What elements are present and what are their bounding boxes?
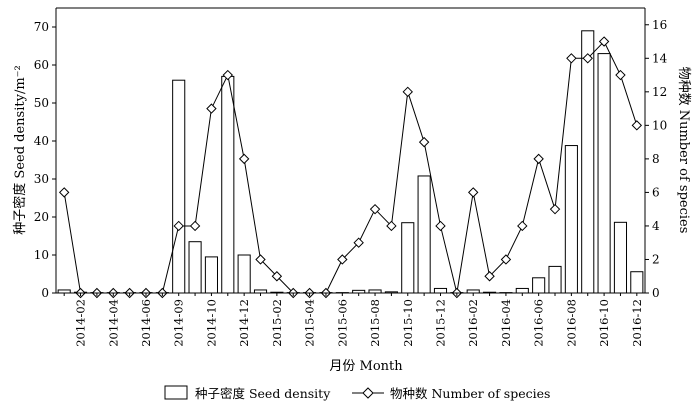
tick-labels: 0 10 20 30 40 50 60 70 0 2 4 6 8 10 12 14 16 2014-02 2014-… xyxy=(34,18,668,347)
species-point xyxy=(517,220,528,232)
x-tick-label: 2016-08 xyxy=(564,299,578,347)
bar xyxy=(204,256,218,294)
x-tick-label: 2015-02 xyxy=(270,299,284,347)
y2-tick-label: 12 xyxy=(652,85,667,99)
species-point xyxy=(353,237,364,248)
y-tick-label: 30 xyxy=(34,172,49,186)
species-point xyxy=(435,220,446,232)
species-point xyxy=(631,120,643,131)
legend-bar-swatch xyxy=(164,385,188,400)
y-tick-label: 20 xyxy=(34,210,49,224)
x-tick-label: 2016-06 xyxy=(532,299,546,347)
y2-tick-label: 8 xyxy=(652,152,660,166)
x-tick-label: 2016-02 xyxy=(466,299,480,347)
x-tick-label: 2016-04 xyxy=(499,299,513,347)
species-point xyxy=(206,103,217,114)
line-series xyxy=(58,36,643,299)
x-axis-label: 月份 Month xyxy=(329,359,403,374)
species-point xyxy=(402,86,413,98)
species-point xyxy=(271,271,283,282)
x-tick-label: 2014-12 xyxy=(237,299,251,347)
species-point xyxy=(386,220,397,232)
x-tick-label: 2015-06 xyxy=(335,299,349,347)
y-tick-label: 10 xyxy=(34,248,49,262)
species-point xyxy=(468,187,479,198)
species-line xyxy=(63,40,638,294)
species-point xyxy=(549,203,561,215)
bar-series xyxy=(57,30,644,294)
bar xyxy=(564,145,578,294)
bar xyxy=(172,79,186,294)
species-point xyxy=(418,136,430,148)
bar xyxy=(433,287,448,294)
species-point xyxy=(173,220,184,232)
bar xyxy=(581,30,595,294)
x-tick-label: 2015-08 xyxy=(368,299,382,347)
bar xyxy=(597,53,611,294)
legend-line-marker xyxy=(362,387,374,399)
y2-tick-label: 14 xyxy=(652,51,668,65)
species-point xyxy=(500,254,512,265)
bar xyxy=(417,175,431,294)
axes xyxy=(52,7,649,296)
y-tick-label: 50 xyxy=(34,96,49,110)
legend: 种子密度 Seed density 物种数 Number of species xyxy=(164,385,550,401)
species-point xyxy=(533,153,544,165)
bar xyxy=(188,241,202,294)
species-point xyxy=(566,53,577,64)
species-point xyxy=(58,187,70,198)
y2-axis-label: 物种数 Number of species xyxy=(676,67,691,234)
y2-tick-label: 6 xyxy=(652,185,660,199)
y-tick-label: 60 xyxy=(34,58,49,72)
x-tick-label: 2014-06 xyxy=(139,299,153,347)
species-point xyxy=(222,69,233,81)
y-tick-label: 0 xyxy=(41,286,49,300)
species-point xyxy=(615,69,626,81)
bar xyxy=(401,222,415,294)
bar xyxy=(237,254,251,294)
species-point xyxy=(189,220,201,232)
bar xyxy=(613,221,628,294)
species-point xyxy=(337,254,348,265)
y2-tick-label: 0 xyxy=(652,286,660,300)
bar xyxy=(630,271,644,294)
bar xyxy=(515,287,529,294)
bar xyxy=(221,75,235,294)
y2-tick-label: 10 xyxy=(652,118,667,132)
y2-tick-label: 16 xyxy=(652,18,667,32)
legend-line-label: 物种数 Number of species xyxy=(390,386,550,401)
x-tick-label: 2014-10 xyxy=(204,299,218,347)
y2-tick-label: 2 xyxy=(652,252,660,266)
y2-tick-label: 4 xyxy=(652,219,660,233)
x-tick-label: 2014-02 xyxy=(74,299,88,347)
x-tick-label: 2016-10 xyxy=(597,299,611,347)
species-point xyxy=(238,153,250,165)
y-tick-label: 70 xyxy=(34,20,49,34)
x-tick-label: 2015-10 xyxy=(401,299,415,347)
bar xyxy=(548,265,562,294)
x-tick-label: 2014-04 xyxy=(106,299,120,347)
y-axis-label: 种子密度 Seed density/m⁻² xyxy=(12,65,28,234)
species-point xyxy=(369,203,381,215)
legend-bar-label: 种子密度 Seed density xyxy=(195,386,331,401)
x-tick-label: 2015-12 xyxy=(433,299,447,347)
species-point xyxy=(582,53,593,64)
species-point xyxy=(255,254,266,265)
y-tick-label: 40 xyxy=(34,134,49,148)
bar xyxy=(532,277,546,294)
x-tick-label: 2015-04 xyxy=(303,299,317,347)
species-point xyxy=(598,36,610,47)
x-tick-label: 2014-09 xyxy=(172,299,186,347)
species-point xyxy=(484,271,495,282)
x-tick-label: 2016-12 xyxy=(630,299,644,347)
